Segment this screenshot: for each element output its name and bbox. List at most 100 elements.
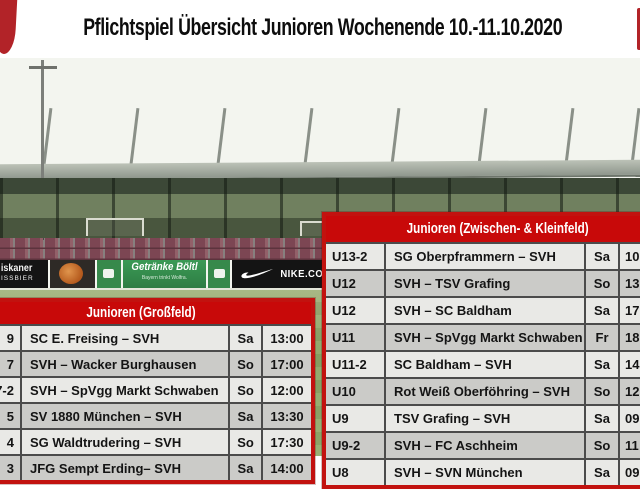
fixture-row: U9 TSV Grafing – SVH Sa 09 [326,404,640,431]
nike-swoosh-icon [241,268,274,279]
time-cell: 14:00 [261,456,311,480]
fixture-row: U9-2 SVH – FC Aschheim So 11 [326,431,640,458]
match-cell: JFG Sempt Erding– SVH [20,456,228,480]
match-cell: SVH – SVN München [384,460,584,485]
fixture-row: U13-2 SG Oberpframmern – SVH Sa 10 [326,242,640,269]
age-group-cell: U8 [326,460,384,485]
day-cell: Sa [584,460,618,485]
day-cell: Sa [584,406,618,431]
fixture-row: U10 Rot Weiß Oberföhring – SVH So 12 [326,377,640,404]
age-group-cell: U12 [326,271,384,296]
day-cell: Sa [228,456,261,480]
day-cell: Fr [584,325,618,350]
age-group-cell: U9 [326,406,384,431]
fixture-row: U12 SVH – TSV Grafing So 13 [326,269,640,296]
title-bar: Pflichtspiel Übersicht Junioren Wochenen… [0,0,640,58]
age-group-cell: 7-2 [0,378,20,402]
match-cell: SVH – SpVgg Markt Schwaben [20,378,228,402]
day-cell: Sa [584,352,618,377]
day-cell: So [584,379,618,404]
time-cell: 09 [618,460,640,485]
fixture-row: 7 SVH – Wacker Burghausen So 17:00 [0,350,311,376]
fixture-row: 3 JFG Sempt Erding– SVH Sa 14:00 [0,454,311,480]
age-group-cell: U11 [326,325,384,350]
match-cell: SVH – SpVgg Markt Schwaben [384,325,584,350]
table-kleinfeld-header: Junioren (Zwischen- & Kleinfeld) [326,216,640,242]
boeltl-banner: Getränke Böltl Bayern trinkt Wolfra. [123,260,206,288]
logo-icon [214,269,225,278]
age-group-cell: U13-2 [326,244,384,269]
time-cell: 18 [618,325,640,350]
table-grossfeld-title: Junioren (Großfeld) [85,304,196,321]
match-cell: SG Oberpframmern – SVH [384,244,584,269]
age-group-cell: 9 [0,326,20,350]
time-cell: 17:30 [261,430,311,454]
match-cell: SV 1880 München – SVH [20,404,228,428]
age-group-cell: 4 [0,430,20,454]
time-cell: 17 [618,298,640,323]
franziskaner-banner: iskaner ISSBIER [0,260,48,288]
nike-text: NIKE.COM [280,268,332,280]
match-cell: SC Baldham – SVH [384,352,584,377]
time-cell: 17:00 [261,352,311,376]
day-cell: So [584,433,618,458]
goal-reflection [86,218,144,236]
match-cell: SVH – Wacker Burghausen [20,352,228,376]
match-cell: Rot Weiß Oberföhring – SVH [384,379,584,404]
eagle-crest-icon [59,263,83,284]
day-cell: So [584,271,618,296]
day-cell: So [228,378,261,402]
club-crest-left [0,0,18,55]
franziskaner-subtext: ISSBIER [1,275,34,282]
franziskaner-text: iskaner [0,263,33,274]
table-kleinfeld: Junioren (Zwischen- & Kleinfeld) U13-2 SG… [322,212,640,489]
match-cell: SG Waldtrudering – SVH [20,430,228,454]
fixture-row: U11-2 SC Baldham – SVH Sa 14 [326,350,640,377]
fixture-row: 9 SC E. Freising – SVH Sa 13:00 [0,324,311,350]
day-cell: Sa [584,244,618,269]
age-group-cell: U11-2 [326,352,384,377]
match-cell: SVH – TSV Grafing [384,271,584,296]
fixture-row: U8 SVH – SVN München Sa 09 [326,458,640,485]
table-kleinfeld-title: Junioren (Zwischen- & Kleinfeld) [406,220,590,237]
age-group-cell: U12 [326,298,384,323]
small-logo-banner [208,260,230,288]
day-cell: Sa [584,298,618,323]
age-group-cell: 3 [0,456,20,480]
age-group-cell: U9-2 [326,433,384,458]
fixture-row: U11 SVH – SpVgg Markt Schwaben Fr 18 [326,323,640,350]
page-title: Pflichtspiel Übersicht Junioren Wochenen… [83,14,563,41]
age-group-cell: U10 [326,379,384,404]
crest-banner [50,260,95,288]
day-cell: Sa [228,326,261,350]
time-cell: 14 [618,352,640,377]
time-cell: 09 [618,406,640,431]
age-group-cell: 7 [0,352,20,376]
floodlight-pole [41,60,44,240]
time-cell: 13:30 [261,404,311,428]
time-cell: 13:00 [261,326,311,350]
match-cell: SVH – SC Baldham [384,298,584,323]
fixture-row: U12 SVH – SC Baldham Sa 17 [326,296,640,323]
day-cell: So [228,430,261,454]
boeltl-subtext: Bayern trinkt Wolfra. [141,275,188,281]
time-cell: 12:00 [261,378,311,402]
boeltl-text: Getränke Böltl [131,261,198,273]
logo-icon [103,269,114,278]
club-crest-right [637,8,640,50]
time-cell: 11 [618,433,640,458]
match-cell: SC E. Freising – SVH [20,326,228,350]
time-cell: 10 [618,244,640,269]
match-cell: SVH – FC Aschheim [384,433,584,458]
age-group-cell: 5 [0,404,20,428]
fixture-row: 5 SV 1880 München – SVH Sa 13:30 [0,402,311,428]
time-cell: 13 [618,271,640,296]
time-cell: 12 [618,379,640,404]
day-cell: So [228,352,261,376]
table-grossfeld-header: Junioren (Großfeld) [0,302,311,324]
floodlight-head [29,66,57,69]
table-grossfeld: Junioren (Großfeld) 9 SC E. Freising – SV… [0,298,315,484]
fixture-row: 4 SG Waldtrudering – SVH So 17:30 [0,428,311,454]
